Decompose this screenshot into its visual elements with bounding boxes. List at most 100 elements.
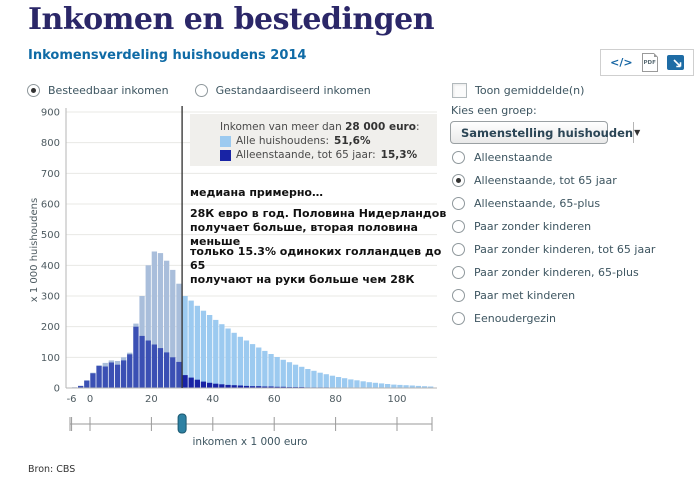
radio-icon[interactable] (452, 197, 465, 210)
x-tick-label: 100 (387, 394, 406, 405)
bar (262, 386, 268, 388)
bar (102, 366, 108, 388)
x-tick-label: 40 (206, 394, 219, 405)
radio-icon[interactable] (452, 289, 465, 302)
pdf-icon: PDF (643, 60, 656, 66)
radio-icon[interactable] (194, 84, 208, 97)
group-option-7[interactable]: Eenoudergezin (452, 312, 556, 325)
radio-icon[interactable] (452, 243, 465, 256)
bar (348, 379, 354, 388)
bar (157, 253, 164, 388)
legend-swatch-icon (220, 149, 231, 161)
bar (372, 382, 378, 388)
bar (360, 381, 366, 388)
radio-icon[interactable] (452, 266, 465, 279)
bar (151, 251, 157, 388)
bar (219, 324, 225, 388)
income-type-option-0[interactable]: Besteedbaar inkomen (27, 84, 169, 97)
radio-label: Besteedbaar inkomen (48, 84, 169, 97)
bar (421, 386, 428, 388)
bar (84, 380, 90, 388)
bar (329, 375, 336, 388)
bar (415, 385, 421, 388)
bar (176, 283, 182, 388)
radio-label: Paar zonder kinderen, tot 65 jaar (474, 243, 656, 256)
bar (335, 377, 342, 388)
bars-series-1 (71, 326, 372, 388)
bar (213, 383, 219, 388)
bar (286, 362, 293, 388)
source-note: Bron: CBS (28, 464, 76, 475)
bar (219, 384, 225, 388)
bar (96, 365, 102, 388)
legend-title: Inkomen van meer dan 28 000 euro: (220, 121, 420, 133)
export-toolbar: </> PDF (600, 49, 694, 76)
bar (231, 385, 237, 388)
bar (292, 364, 299, 388)
annotation-2: только 15.3% одиноких голландцев до 65 по… (190, 245, 442, 286)
bar (317, 372, 323, 388)
group-option-6[interactable]: Paar met kinderen (452, 289, 575, 302)
y-tick-label: 0 (54, 384, 60, 395)
bar (133, 326, 139, 388)
pdf-export-button[interactable]: PDF (641, 53, 658, 72)
bar (188, 377, 194, 388)
bar (121, 360, 127, 388)
radio-icon[interactable] (452, 312, 465, 325)
bar (200, 310, 207, 388)
radio-icon[interactable] (452, 220, 465, 233)
radio-label: Alleenstaande, tot 65 jaar (474, 174, 617, 187)
y-tick-label: 600 (41, 200, 60, 211)
bar (151, 344, 157, 388)
legend-items: Alle huishoudens: 51,6% Alleenstaande, to… (220, 134, 437, 162)
y-tick-label: 200 (41, 322, 60, 333)
bar (385, 384, 391, 388)
median-slider-handle[interactable] (177, 413, 187, 434)
income-type-option-1[interactable]: Gestandaardiseerd inkomen (194, 84, 371, 97)
bar (145, 265, 151, 388)
bar (237, 336, 243, 388)
group-option-2[interactable]: Alleenstaande, 65-plus (452, 197, 600, 210)
legend-item-1: Alleenstaande, tot 65 jaar: 15,3% (220, 148, 437, 162)
y-tick-label: 300 (41, 292, 60, 303)
radio-icon[interactable] (452, 174, 465, 187)
radio-icon[interactable] (452, 151, 465, 164)
bar (194, 305, 200, 388)
bar (170, 269, 176, 388)
group-option-4[interactable]: Paar zonder kinderen, tot 65 jaar (452, 243, 655, 256)
y-tick-label: 800 (41, 138, 60, 149)
bar (231, 332, 237, 388)
group-option-0[interactable]: Alleenstaande (452, 151, 552, 164)
bar (342, 378, 348, 388)
show-means-checkbox[interactable] (452, 83, 467, 98)
choose-group-label: Kies een groep: (451, 104, 537, 117)
group-option-1[interactable]: Alleenstaande, tot 65 jaar (452, 174, 617, 187)
bar (366, 382, 372, 388)
bar (305, 369, 311, 388)
group-option-3[interactable]: Paar zonder kinderen (452, 220, 591, 233)
y-tick-label: 400 (41, 261, 60, 272)
bar (397, 384, 403, 388)
bar (237, 385, 243, 388)
bar (213, 319, 219, 388)
group-dropdown-value: Samenstelling huishouden (461, 125, 634, 140)
group-dropdown[interactable]: Samenstelling huishouden ▼ (450, 121, 640, 144)
bar (188, 300, 194, 388)
image-download-button[interactable] (666, 55, 684, 70)
bar (274, 386, 280, 388)
page-title: Inkomen en bestedingen (28, 2, 435, 37)
bar (311, 370, 317, 388)
group-option-5[interactable]: Paar zonder kinderen, 65-plus (452, 266, 639, 279)
radio-icon[interactable] (27, 84, 40, 97)
bar (207, 315, 213, 388)
bar (280, 386, 286, 388)
bar (274, 357, 280, 388)
bar (78, 385, 84, 388)
y-tick-label: 900 (41, 108, 60, 119)
bar (145, 340, 151, 388)
bar (249, 344, 256, 388)
bar (207, 382, 213, 388)
bar (354, 380, 360, 388)
embed-code-button[interactable]: </> (610, 56, 633, 69)
legend-item-0: Alle huishoudens: 51,6% (220, 134, 437, 148)
